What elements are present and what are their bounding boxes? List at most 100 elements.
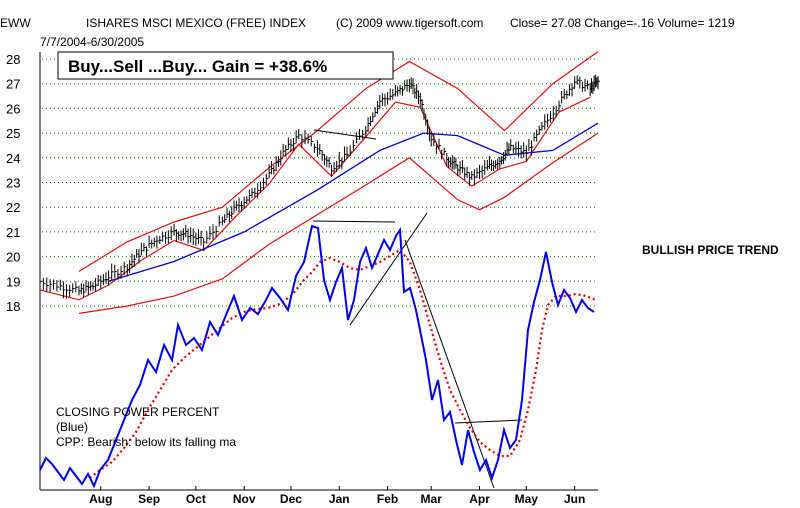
price-bar [547, 113, 550, 128]
price-bar [53, 279, 56, 290]
cpp-rising-trendline [349, 212, 428, 326]
price-bar [399, 84, 403, 95]
price-bar [464, 167, 467, 180]
price-bar [87, 281, 91, 295]
price-bar [538, 125, 542, 135]
ma-line [108, 122, 599, 282]
price-bar [72, 283, 75, 294]
price-bar [46, 277, 49, 293]
price-bar [392, 89, 395, 100]
x-tick-label: Oct [186, 492, 206, 506]
price-bar [394, 84, 398, 97]
price-bar [257, 183, 260, 199]
price-bar [468, 172, 472, 186]
price-bar [423, 108, 426, 120]
price-bar [265, 173, 269, 186]
price-bar [365, 125, 368, 138]
price-bar [298, 129, 301, 140]
price-bar [117, 269, 120, 280]
price-bar [97, 274, 101, 287]
price-bar [304, 129, 307, 145]
price-bar [576, 75, 580, 85]
price-bar [241, 201, 244, 212]
price-bar [100, 275, 103, 290]
price-bar [173, 223, 177, 236]
price-bar [369, 116, 373, 126]
indicator-note-title: CLOSING POWER PERCENT [56, 405, 220, 419]
x-tick-label: Apr [469, 492, 490, 506]
price-bar [536, 129, 539, 142]
cp-line [39, 224, 595, 489]
price-bar [218, 215, 222, 227]
price-bar [515, 141, 518, 154]
x-tick-label: Feb [377, 492, 398, 506]
cpp-base-trendline [454, 419, 523, 424]
price-bar [581, 81, 585, 92]
price-bars [39, 74, 600, 299]
price-bar [180, 230, 184, 242]
price-bar [273, 165, 276, 175]
price-bar [397, 86, 400, 97]
price-bar [120, 265, 124, 279]
price-bar [352, 139, 356, 151]
price-bar [111, 263, 114, 280]
price-bar [209, 226, 212, 240]
y-tick-label: 20 [6, 250, 20, 265]
cpp-top-trendline [312, 220, 396, 223]
price-bar [75, 281, 78, 293]
price-bar [435, 143, 439, 155]
price-bar [379, 94, 382, 110]
price-bar [343, 146, 347, 162]
price-bar [530, 140, 534, 156]
price-bar [80, 283, 84, 295]
price-bar [459, 161, 463, 176]
price-bar [262, 177, 266, 190]
price-bar [143, 243, 146, 252]
price-bar [167, 229, 171, 244]
copyright-label: (C) 2009 www.tigersoft.com [336, 16, 483, 30]
price-bar [295, 130, 299, 144]
price-bar [282, 143, 286, 157]
price-bar [427, 119, 430, 135]
price-bar [330, 164, 334, 177]
price-bar [552, 106, 556, 121]
price-bar [277, 156, 281, 167]
price-bar [85, 280, 88, 292]
price-bar [133, 254, 137, 267]
y-tick-label: 21 [6, 225, 20, 240]
price-bar [381, 93, 385, 107]
price-bar [197, 229, 201, 244]
price-bar [175, 229, 179, 242]
price-bar [212, 224, 216, 240]
price-bar [568, 84, 572, 96]
price-bar [374, 107, 378, 117]
closing-power-line [39, 224, 595, 489]
price-bar [421, 99, 425, 112]
price-bar [401, 86, 405, 96]
price-bar [226, 207, 230, 219]
price-bar [349, 145, 353, 156]
price-bar [153, 237, 157, 247]
y-tick-label: 26 [6, 101, 20, 116]
price-bar [285, 145, 288, 157]
price-bar [69, 284, 72, 298]
price-bar [323, 154, 327, 166]
price-bar [541, 121, 544, 131]
price-bar [182, 228, 186, 241]
price-bar [328, 157, 332, 168]
price-bar [528, 138, 531, 152]
price-bar [336, 160, 339, 172]
y-tick-label: 24 [6, 151, 20, 166]
price-bar [584, 78, 588, 92]
price-bar [512, 144, 516, 154]
price-bar [78, 285, 81, 296]
price-bar [287, 137, 291, 150]
price-bar [558, 100, 562, 112]
x-tick-label: May [515, 492, 539, 506]
price-bar [105, 272, 108, 284]
price-bar [520, 145, 524, 159]
price-bar [185, 225, 188, 238]
price-bar [301, 134, 304, 149]
price-bar [49, 279, 53, 292]
